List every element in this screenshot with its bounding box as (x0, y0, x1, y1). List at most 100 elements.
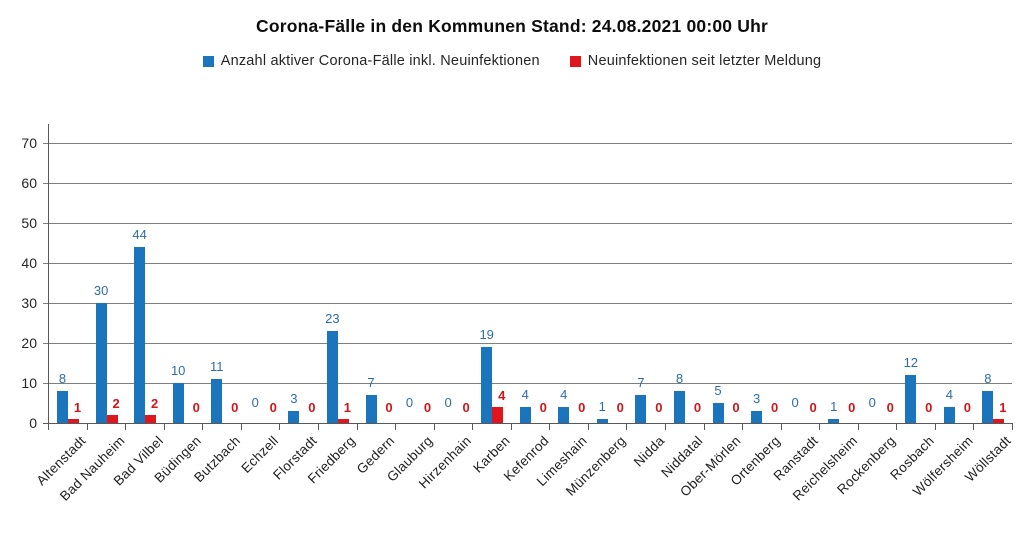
bar-active-cases (712, 403, 724, 423)
legend-swatch-red-icon (569, 55, 581, 67)
legend-item-new-infections: Neuinfektionen seit letzter Meldung (569, 53, 822, 69)
bar-value-label-new-infections: 0 (192, 400, 200, 415)
bar-value-label-active-cases: 3 (752, 391, 761, 406)
x-axis-line (43, 423, 1013, 424)
bar-active-cases (172, 383, 184, 423)
bar-value-label-new-infections: 0 (385, 400, 393, 415)
y-axis-tick-label: 60 (21, 175, 37, 191)
bar-value-label-new-infections: 0 (655, 400, 663, 415)
bar-value-label-new-infections: 0 (231, 400, 239, 415)
x-axis-tick (896, 424, 898, 430)
bar-active-cases (635, 395, 647, 423)
bar-active-cases (982, 391, 994, 423)
bar-active-cases (211, 379, 223, 423)
x-axis-tick (587, 424, 589, 430)
bar-value-label-new-infections: 1 (73, 400, 82, 415)
bar-value-label-new-infections: 0 (732, 400, 740, 415)
bar-value-label-active-cases: 23 (325, 311, 340, 326)
bar-value-label-active-cases: 1 (830, 399, 838, 414)
x-axis-tick (202, 424, 204, 430)
bar-value-label-new-infections: 0 (423, 400, 432, 415)
bar-value-label-active-cases: 1 (598, 399, 606, 414)
x-axis-tick (973, 424, 975, 430)
gridline (43, 383, 1012, 384)
bar-value-label-new-infections: 0 (693, 400, 702, 415)
bar-value-label-new-infections: 0 (308, 400, 316, 415)
bar-value-label-active-cases: 7 (637, 375, 645, 390)
bar-active-cases (288, 411, 300, 423)
chart-legend: Anzahl aktiver Corona-Fälle inkl. Neuinf… (0, 53, 1024, 69)
bar-active-cases (365, 395, 377, 423)
bar-value-label-active-cases: 12 (903, 355, 919, 370)
bar-value-label-new-infections: 4 (498, 388, 506, 403)
x-axis-tick (125, 424, 127, 430)
bar-value-label-active-cases: 30 (93, 283, 109, 298)
bar-new-infections (106, 415, 118, 423)
bar-value-label-new-infections: 0 (848, 400, 856, 415)
bar-value-label-new-infections: 2 (112, 396, 120, 411)
bar-new-infections (337, 419, 349, 423)
x-axis-tick (549, 424, 551, 430)
gridline (43, 263, 1012, 264)
bar-value-label-new-infections: 0 (886, 400, 894, 415)
bar-active-cases (558, 407, 570, 423)
gridline (43, 303, 1012, 304)
bar-value-label-active-cases: 11 (209, 359, 224, 374)
bar-value-label-active-cases: 0 (444, 395, 452, 410)
bar-value-label-active-cases: 4 (560, 387, 568, 402)
x-axis-tick (395, 424, 396, 430)
x-axis-tick (780, 424, 782, 430)
x-axis-tick (934, 424, 936, 430)
x-axis-tick (857, 424, 859, 430)
bar-value-label-active-cases: 4 (521, 387, 529, 402)
bar-new-infections (145, 415, 157, 423)
bar-value-label-active-cases: 8 (675, 371, 684, 386)
bar-value-label-active-cases: 0 (791, 395, 799, 410)
bar-active-cases (596, 419, 608, 423)
bar-value-label-new-infections: 1 (999, 400, 1007, 415)
x-axis-tick (703, 424, 705, 430)
bar-value-label-active-cases: 8 (984, 371, 992, 386)
x-axis-tick (317, 424, 319, 430)
y-axis-tick-label: 30 (21, 295, 37, 311)
y-axis-tick-label: 0 (29, 415, 37, 431)
bar-value-label-new-infections: 1 (343, 400, 351, 415)
bar-value-label-new-infections: 2 (150, 396, 159, 411)
y-axis-tick-label: 70 (21, 135, 37, 151)
x-axis-tick (86, 424, 88, 430)
bar-value-label-active-cases: 7 (367, 375, 375, 390)
x-axis-tick (742, 424, 744, 430)
bar-value-label-new-infections: 0 (616, 400, 624, 415)
bar-active-cases (828, 419, 840, 423)
bar-value-label-active-cases: 0 (405, 395, 414, 410)
x-axis-tick (433, 424, 435, 430)
bar-value-label-active-cases: 5 (714, 383, 722, 398)
bar-value-label-active-cases: 8 (58, 371, 67, 386)
x-axis-tick (819, 424, 821, 430)
legend-swatch-blue-icon (202, 55, 214, 67)
x-axis-tick (240, 424, 242, 430)
bar-active-cases (943, 407, 955, 423)
bar-value-label-active-cases: 4 (945, 387, 953, 402)
y-axis-tick-label: 40 (21, 255, 37, 271)
bar-value-label-active-cases: 3 (290, 391, 298, 406)
bar-active-cases (134, 247, 146, 423)
x-axis-tick (626, 424, 628, 430)
bar-new-infections (993, 419, 1005, 423)
bar-value-label-active-cases: 19 (479, 327, 494, 342)
y-axis-tick-label: 10 (21, 375, 37, 391)
bar-value-label-new-infections: 0 (539, 400, 547, 415)
bar-active-cases (519, 407, 531, 423)
chart-title: Corona-Fälle in den Kommunen Stand: 24.0… (255, 16, 769, 36)
bar-value-label-new-infections: 0 (578, 400, 586, 415)
bar-value-label-new-infections: 0 (770, 400, 779, 415)
y-axis-tick-label: 50 (21, 215, 37, 231)
bar-active-cases (905, 375, 917, 423)
x-axis-tick (48, 424, 49, 430)
bar-active-cases (674, 391, 685, 423)
bar-new-infections (492, 407, 504, 423)
bar-value-label-new-infections: 0 (963, 400, 971, 415)
x-axis-tick (472, 424, 474, 430)
